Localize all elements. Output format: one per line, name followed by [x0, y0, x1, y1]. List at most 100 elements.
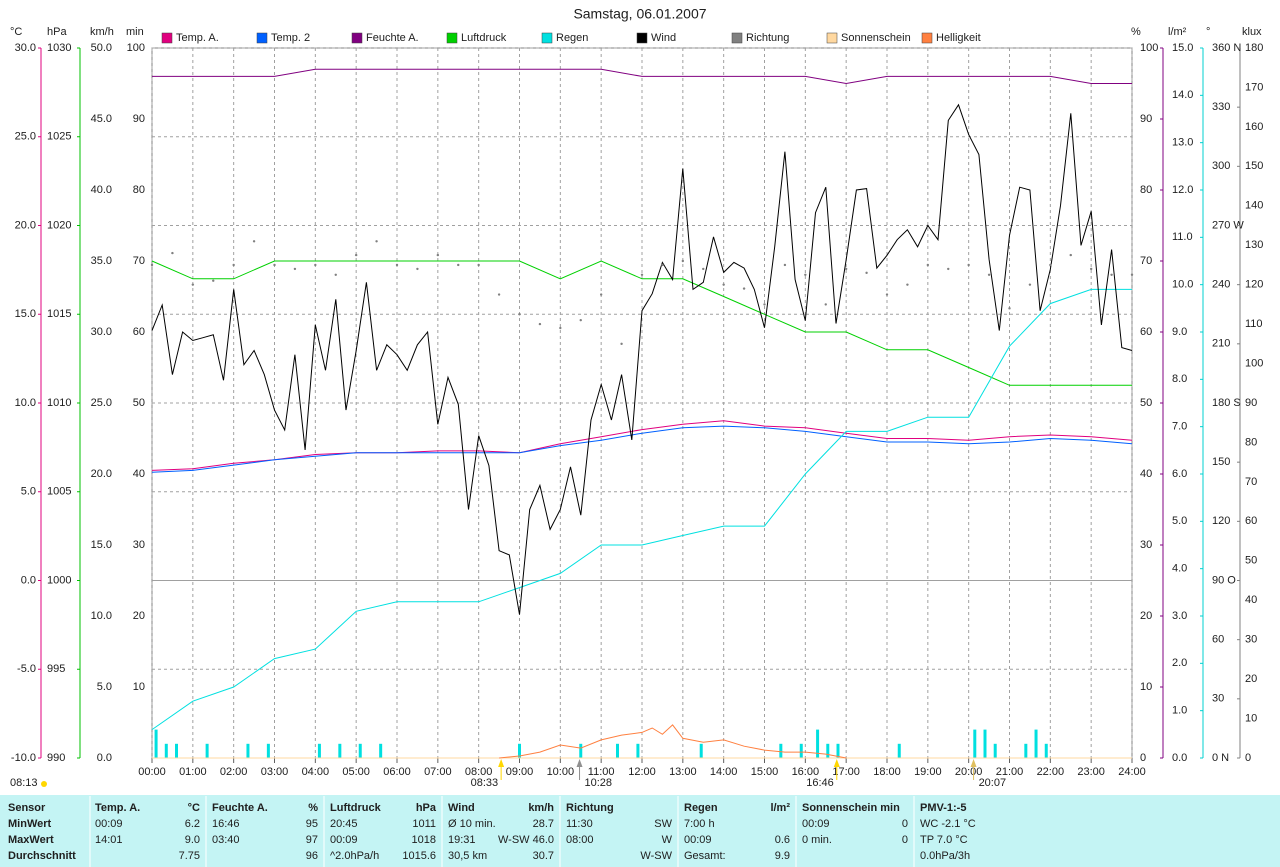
cell-value: hPa — [416, 802, 437, 814]
axis-unit: ° — [1206, 26, 1210, 38]
rain-bar — [1034, 729, 1038, 758]
cell-value: W-SW — [640, 850, 672, 862]
time-marker — [833, 759, 840, 767]
x-tick-label: 21:00 — [996, 766, 1024, 778]
y-tick-label: 10 — [1140, 681, 1152, 693]
legend-label: Temp. A. — [176, 32, 219, 44]
y-tick-label: 30 — [1245, 634, 1257, 646]
direction-dot — [436, 253, 440, 257]
cell-text: TP 7.0 °C — [920, 834, 968, 846]
rain-bar — [205, 743, 209, 758]
y-tick-label: 90 — [1140, 113, 1152, 125]
y-tick-label: 1.0 — [1172, 705, 1187, 717]
cell-value: 95 — [306, 818, 318, 830]
y-tick-label: 30 — [133, 539, 145, 551]
cell-text: Richtung — [566, 802, 614, 814]
y-tick-label: 4.0 — [1172, 563, 1187, 575]
legend-label: Helligkeit — [936, 32, 981, 44]
y-tick-label: 90 — [1245, 397, 1257, 409]
y-tick-label: 15.0 — [91, 539, 112, 551]
y-tick-label: 80 — [133, 184, 145, 196]
x-tick-label: 09:00 — [506, 766, 534, 778]
series-line — [151, 420, 1133, 471]
row-label: MaxWert — [8, 834, 54, 846]
rain-bar — [317, 743, 321, 758]
cell-text: ^2.0hPa/h — [330, 850, 379, 862]
cell-value: 0 — [902, 834, 908, 846]
y-tick-label: 0 — [1140, 752, 1146, 764]
legend-label: Sonnenschein — [841, 32, 911, 44]
cell-text: Feuchte A. — [212, 802, 268, 814]
y-tick-label: 0.0 — [21, 574, 36, 586]
x-tick-label: 08:00 — [465, 766, 493, 778]
y-tick-label: 20 — [1140, 610, 1152, 622]
direction-dot — [702, 267, 705, 271]
direction-dot — [416, 267, 419, 271]
x-tick-label: 15:00 — [751, 766, 779, 778]
legend-label: Richtung — [746, 32, 789, 44]
direction-dot — [171, 251, 174, 255]
legend-swatch — [446, 32, 458, 44]
row-label: MinWert — [8, 818, 52, 830]
cell-value: W — [662, 834, 673, 846]
direction-dot — [681, 259, 685, 263]
cell-value: W-SW 46.0 — [498, 834, 554, 846]
series-line — [151, 288, 1132, 731]
direction-dot — [1110, 273, 1113, 277]
y-tick-label: 110 — [1245, 318, 1263, 330]
x-tick-label: 04:00 — [302, 766, 330, 778]
rain-bar — [246, 743, 250, 758]
direction-dot — [579, 318, 582, 322]
y-tick-label: 5.0 — [1172, 515, 1187, 527]
y-tick-label: 45.0 — [91, 113, 112, 125]
y-tick-label: 150 — [1245, 160, 1263, 172]
direction-dot — [518, 313, 521, 316]
y-tick-label: 50 — [1245, 555, 1257, 567]
direction-dot — [763, 303, 766, 306]
x-tick-label: 07:00 — [424, 766, 452, 778]
y-tick-label: 1025 — [47, 131, 71, 143]
y-tick-label: 180 — [1245, 42, 1263, 54]
y-tick-label: 140 — [1245, 200, 1263, 212]
direction-dot — [1049, 263, 1052, 267]
y-tick-label: 30.0 — [15, 42, 36, 54]
cell-text: 00:09 — [330, 834, 358, 846]
y-tick-label: 20.0 — [91, 468, 112, 480]
y-tick-label: 170 — [1245, 81, 1263, 93]
y-tick-label: 50.0 — [91, 42, 112, 54]
direction-dot — [742, 287, 746, 290]
x-tick-label: 06:00 — [383, 766, 411, 778]
cell-text: Regen — [684, 802, 718, 814]
direction-dot — [375, 240, 378, 243]
cell-value: 9.9 — [775, 850, 790, 862]
y-tick-label: 995 — [47, 663, 65, 675]
direction-dot — [314, 263, 317, 267]
direction-dot — [232, 263, 235, 267]
y-tick-label: 120 — [1245, 279, 1263, 291]
x-tick-label: 01:00 — [179, 766, 207, 778]
y-tick-label: 12.0 — [1172, 184, 1193, 196]
legend-label: Luftdruck — [461, 32, 507, 44]
y-tick-label: 1000 — [47, 574, 71, 586]
direction-dot — [395, 263, 399, 267]
y-tick-label: 2.0 — [1172, 657, 1187, 669]
time-marker — [498, 759, 505, 767]
y-tick-label: 10 — [133, 681, 145, 693]
y-tick-label: 90 — [133, 113, 145, 125]
rain-bar — [836, 743, 840, 758]
x-tick-label: 13:00 — [669, 766, 697, 778]
x-tick-label: 18:00 — [873, 766, 901, 778]
legend-swatch — [921, 32, 933, 44]
y-tick-label: 35.0 — [91, 255, 112, 267]
cell-text: 30,5 km — [448, 850, 487, 862]
y-tick-label: 20 — [133, 610, 145, 622]
y-tick-label: 10 — [1245, 712, 1257, 724]
rain-bar — [779, 743, 783, 758]
cell-text: Ø 10 min. — [448, 818, 496, 830]
x-tick-label: 17:00 — [832, 766, 860, 778]
rain-bar — [799, 743, 803, 758]
y-tick-label: 240 — [1212, 279, 1230, 291]
cell-value: 28.7 — [533, 818, 554, 830]
y-tick-label: 25.0 — [91, 397, 112, 409]
series-line — [151, 103, 1133, 615]
